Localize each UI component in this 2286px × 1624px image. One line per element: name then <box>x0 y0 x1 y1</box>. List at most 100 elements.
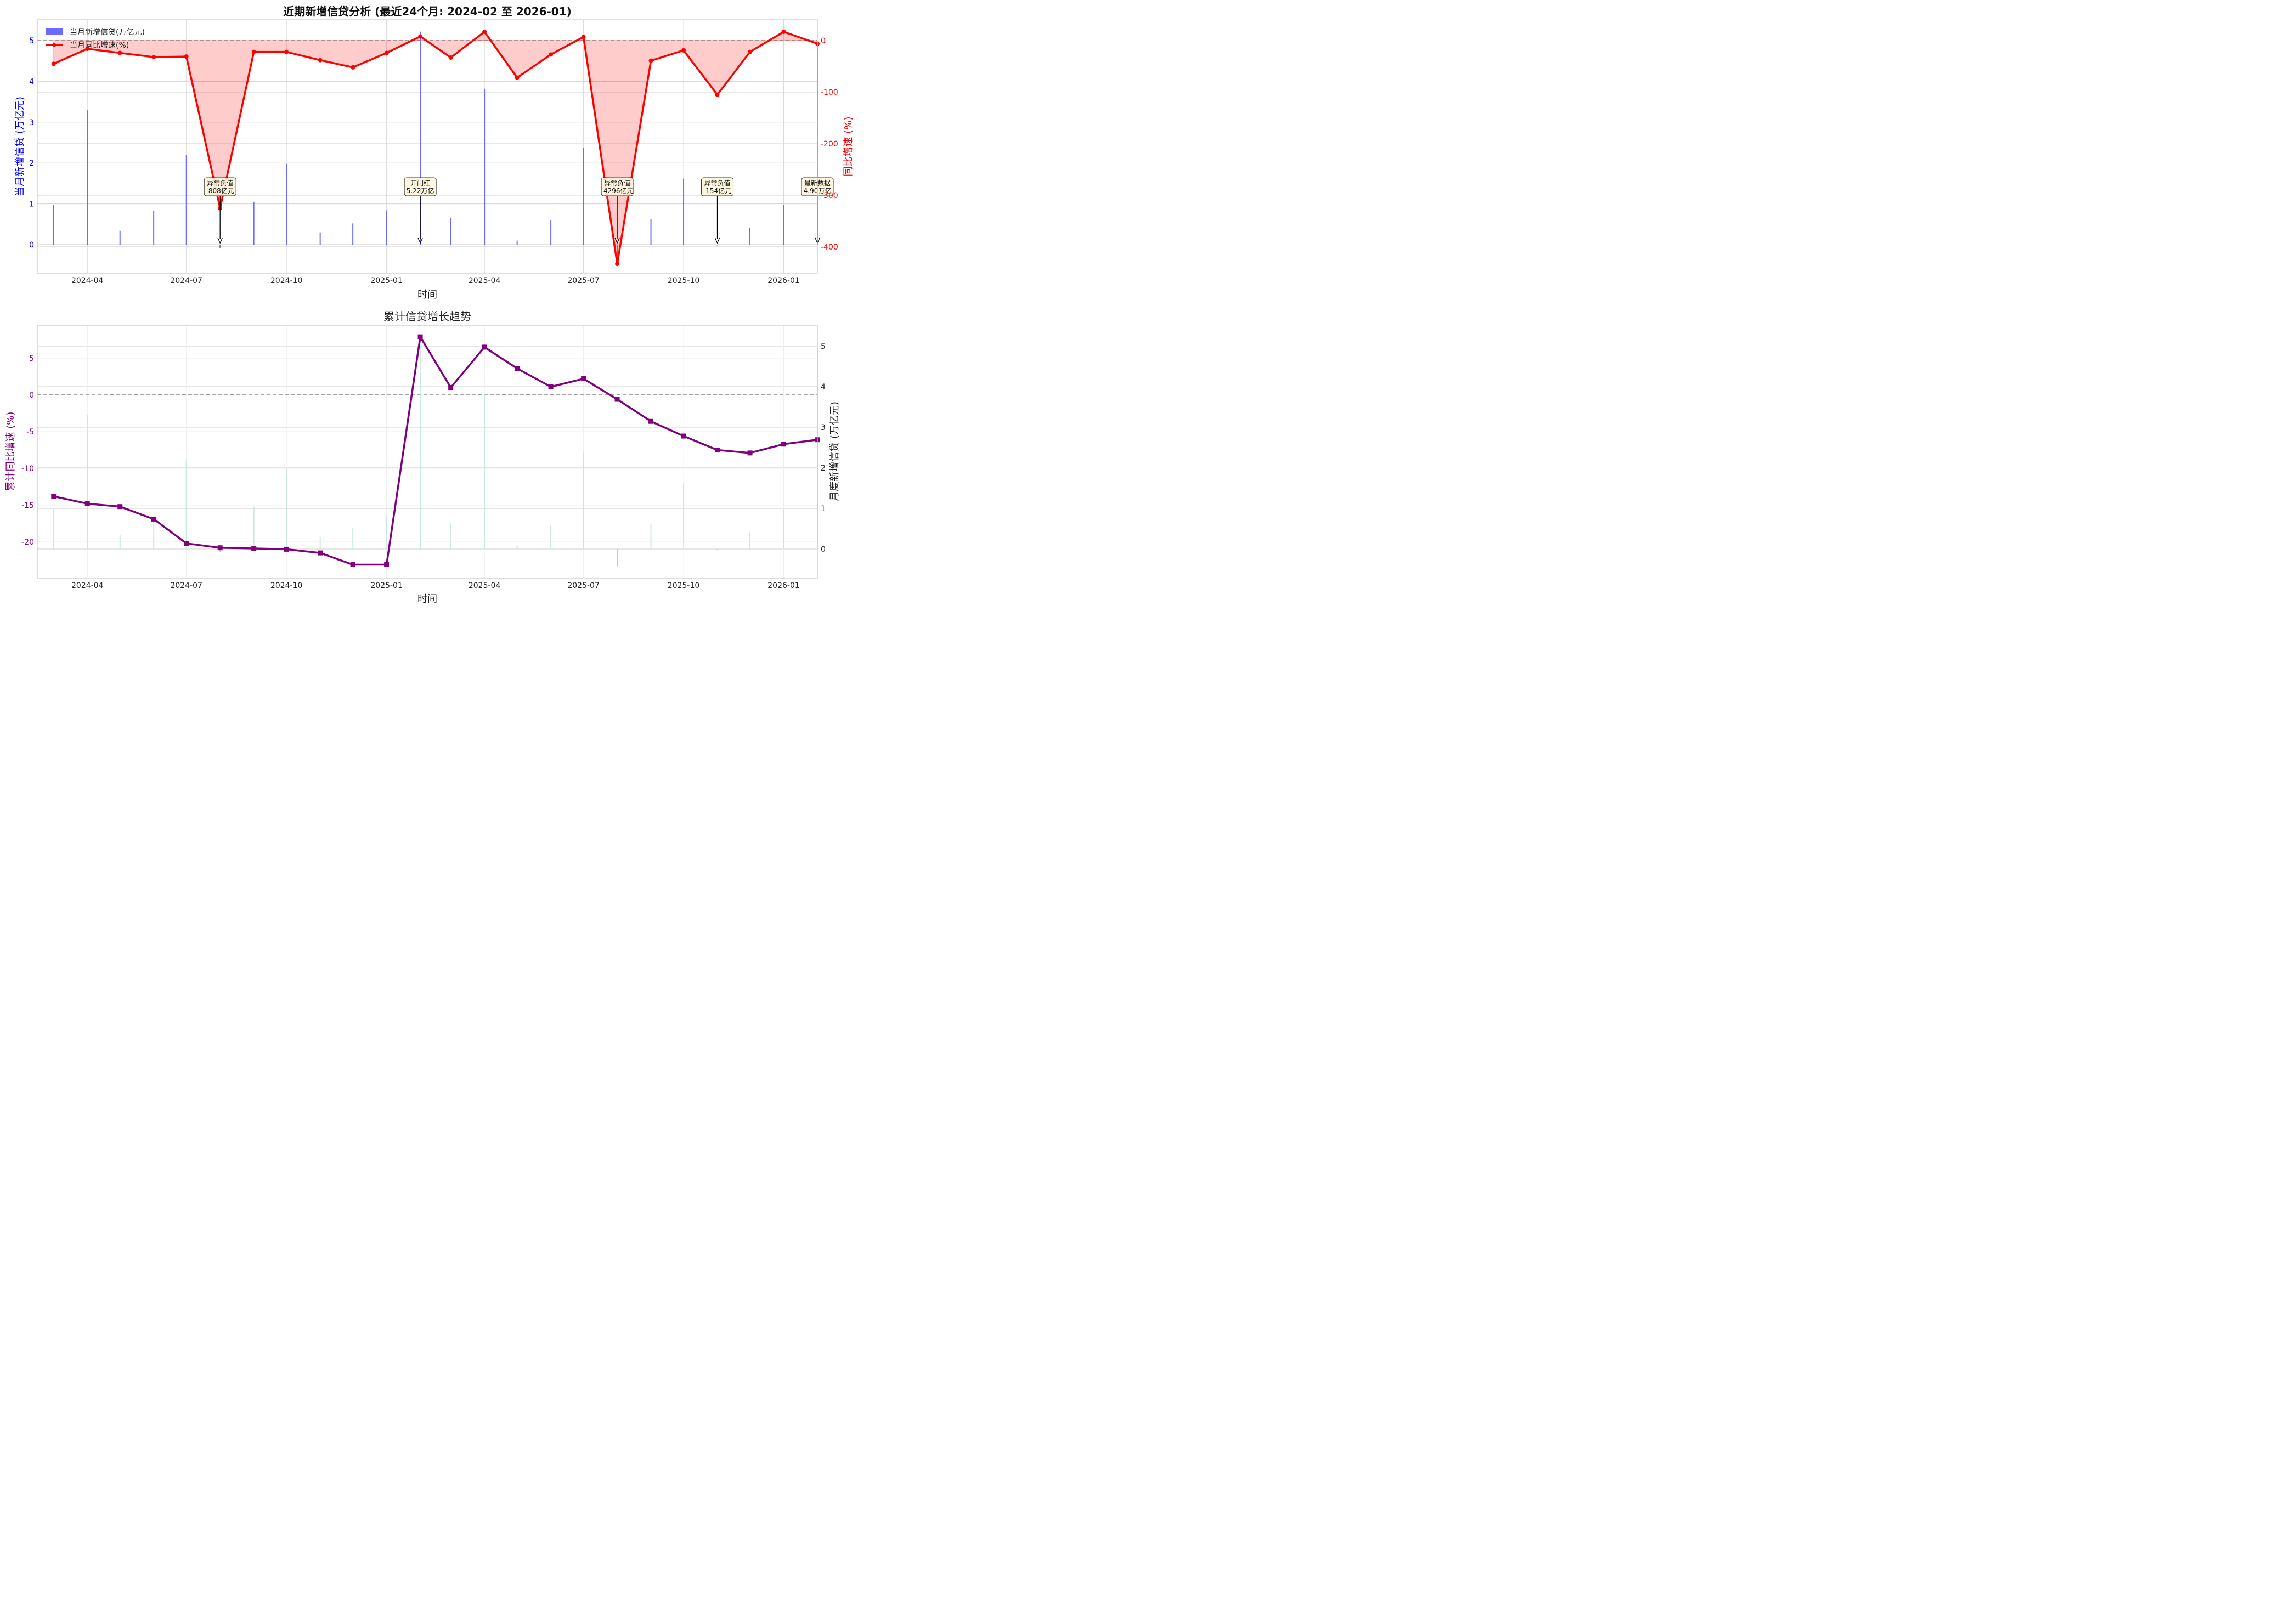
bottom-x-tick: 2025-04 <box>469 581 501 590</box>
monthly-credit-bar <box>617 245 618 262</box>
cumulative-yoy-point <box>84 501 90 506</box>
monthly-credit-bar <box>87 110 88 245</box>
annotation-arrow-head <box>614 237 620 244</box>
monthly-credit-bar <box>420 31 421 245</box>
yoy-point <box>318 58 323 63</box>
top-chart-title: 近期新增信贷分析 (最近24个月: 2024-02 至 2026-01) <box>283 5 572 18</box>
monthly-credit-bar <box>219 245 221 248</box>
faint-monthly-bar <box>550 525 552 549</box>
faint-monthly-bar <box>319 536 321 549</box>
cumulative-yoy-point <box>117 504 123 510</box>
bottom-y-left-label: 累计同比增速 (%) <box>5 412 16 491</box>
bottom-y-left-tick: 5 <box>29 354 34 363</box>
annotation-value: -808亿元 <box>206 186 234 195</box>
faint-monthly-bar <box>516 545 518 549</box>
yoy-point <box>515 75 520 80</box>
faint-monthly-bar <box>749 532 751 549</box>
monthly-credit-bar <box>319 232 321 245</box>
yoy-point <box>384 50 389 55</box>
faint-monthly-bar <box>253 506 255 549</box>
faint-monthly-bar <box>386 514 387 549</box>
yoy-point <box>151 55 156 60</box>
bottom-faint-bars <box>53 337 818 567</box>
annotation-arrow-head <box>417 237 423 244</box>
faint-monthly-bar <box>484 394 486 549</box>
top-x-tick: 2025-10 <box>668 276 700 285</box>
faint-monthly-bar <box>716 549 718 550</box>
figure: 近期新增信贷分析 (最近24个月: 2024-02 至 2026-01) 异常负… <box>5 5 854 605</box>
annotation-box <box>601 177 634 196</box>
top-plot-frame <box>37 19 818 274</box>
cumulative-yoy-point <box>151 516 156 522</box>
monthly-credit-bar <box>484 88 486 245</box>
faint-monthly-bar <box>53 509 54 549</box>
cumulative-yoy-point <box>648 418 654 424</box>
bottom-y-right-tick: 3 <box>821 423 826 432</box>
faint-monthly-bar <box>286 468 287 549</box>
cumulative-yoy-point <box>184 541 189 546</box>
cumulative-yoy-point <box>448 385 454 391</box>
bottom-ticks: 5 0 -5 -10 -15 -20 0 1 2 3 4 5 2024-04 2024-07 2024-10… <box>21 342 826 590</box>
top-x-tick: 2024-07 <box>170 276 202 285</box>
monthly-credit-bar <box>253 201 255 245</box>
faint-monthly-bar <box>219 549 221 552</box>
monthly-credit-bar <box>53 205 54 245</box>
bottom-y-right-tick: 5 <box>821 342 826 351</box>
cumulative-yoy-point <box>217 545 223 551</box>
top-y-right-tick: -400 <box>821 243 838 252</box>
top-panel: 近期新增信贷分析 (最近24个月: 2024-02 至 2026-01) 异常负… <box>14 5 854 301</box>
top-yoy-line <box>51 30 820 267</box>
annotation-box <box>701 177 734 196</box>
legend-line-label: 当月同比增速(%) <box>70 41 129 50</box>
annotation-value: 5.22万亿 <box>407 186 434 195</box>
faint-monthly-bar <box>583 452 584 549</box>
bottom-x-tick: 2025-01 <box>370 581 403 590</box>
monthly-credit-bar <box>749 228 751 245</box>
yoy-point <box>581 35 586 39</box>
faint-monthly-bar <box>683 483 685 549</box>
bottom-x-tick: 2026-01 <box>767 581 800 590</box>
annotation-label: 异常负值 <box>207 179 233 187</box>
faint-monthly-bar <box>352 528 354 549</box>
annotation-box <box>204 177 236 196</box>
cumulative-yoy-point <box>781 442 787 447</box>
monthly-credit-bar <box>683 178 685 245</box>
top-x-tick: 2026-01 <box>767 276 800 285</box>
faint-monthly-bar <box>783 509 784 549</box>
top-y-right-tick: -300 <box>821 191 838 200</box>
monthly-credit-bar <box>119 230 121 245</box>
legend-bar-label: 当月新增信贷(万亿元) <box>70 28 145 37</box>
top-x-axis-label: 时间 <box>417 289 437 301</box>
top-y-left-tick: 2 <box>29 159 34 168</box>
cumulative-yoy-point <box>251 546 257 551</box>
faint-monthly-bar <box>617 549 618 567</box>
top-x-tick: 2025-07 <box>567 276 600 285</box>
top-y-left-tick: 4 <box>29 77 34 86</box>
bottom-y-right-label: 月度新增信贷 (万亿元) <box>829 401 840 501</box>
yoy-point <box>85 47 90 52</box>
yoy-point <box>715 92 720 97</box>
top-y-left-label: 当月新增信贷 (万亿元) <box>14 97 26 196</box>
top-x-tick: 2024-04 <box>71 276 104 285</box>
yoy-point <box>418 34 423 39</box>
cumulative-yoy-point <box>581 376 586 382</box>
monthly-credit-bar <box>352 223 354 245</box>
cumulative-yoy-point <box>614 397 620 402</box>
monthly-credit-bar <box>153 211 155 245</box>
monthly-credit-bar <box>386 210 387 245</box>
bottom-x-tick: 2024-07 <box>170 581 202 590</box>
legend-line-marker <box>52 43 57 47</box>
yoy-point <box>781 30 786 35</box>
cumulative-yoy-line <box>53 336 818 566</box>
annotation-value: -154亿元 <box>703 186 731 195</box>
annotation-arrow-head <box>714 237 720 244</box>
bottom-y-left-tick: 0 <box>29 391 34 400</box>
yoy-point <box>351 65 355 70</box>
bottom-grid <box>37 325 817 578</box>
bottom-cumulative-line <box>51 334 820 568</box>
top-y-right-tick: 0 <box>821 37 826 46</box>
top-y-right-tick: -200 <box>821 140 838 149</box>
top-y-left-tick: 0 <box>29 241 34 250</box>
yoy-point <box>251 49 256 54</box>
bottom-y-right-tick: 2 <box>821 464 826 473</box>
